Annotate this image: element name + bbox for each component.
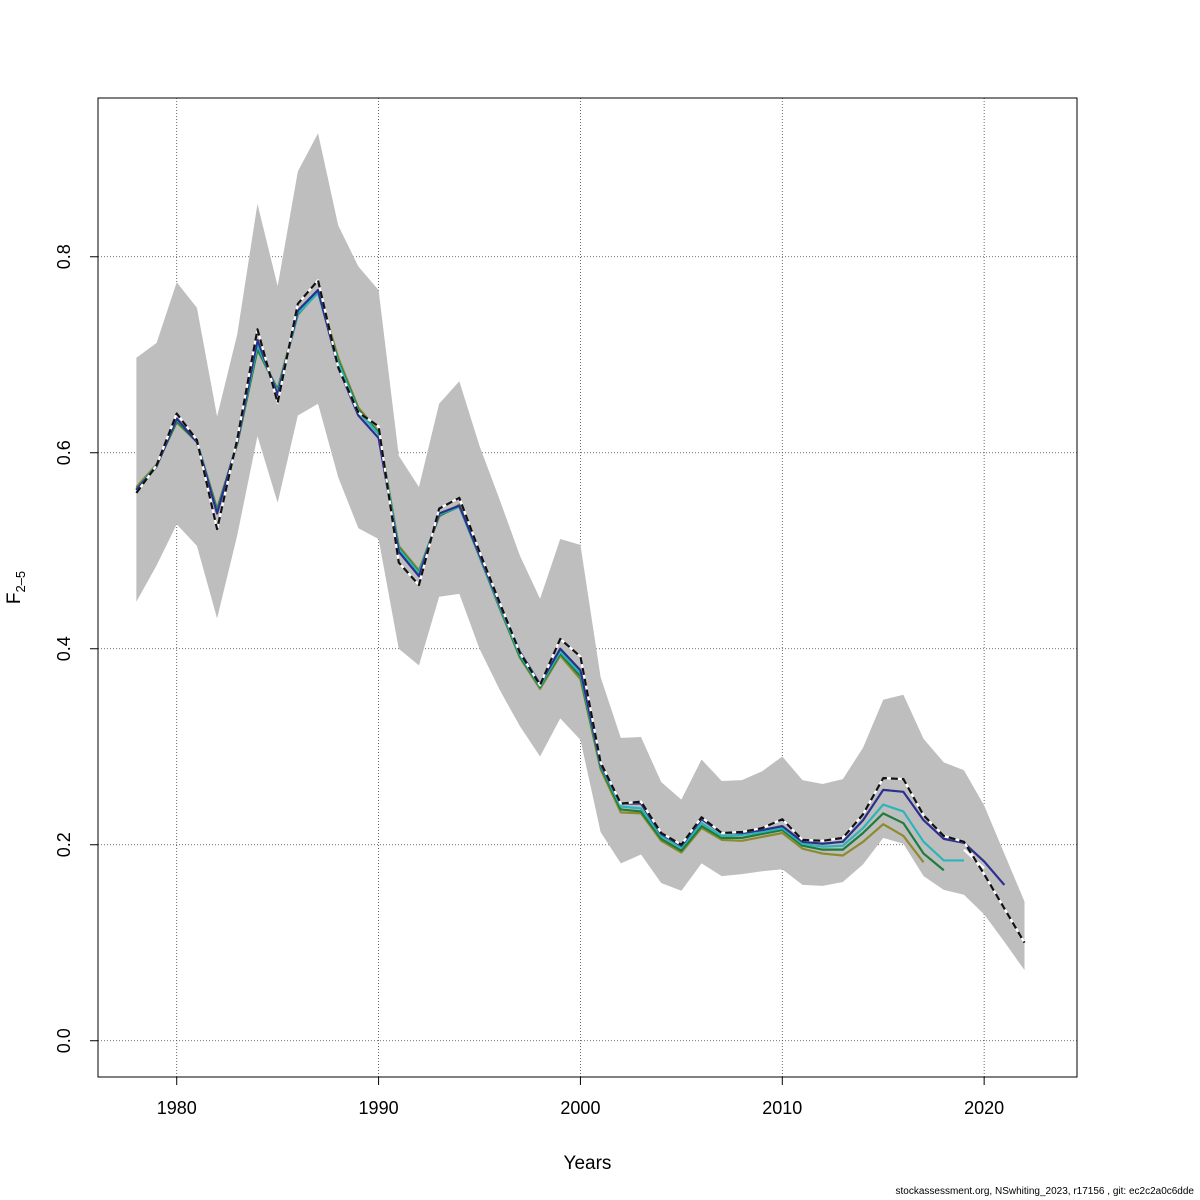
y-tick-label: 0.0 bbox=[54, 1028, 74, 1053]
confidence-band-area bbox=[136, 133, 1025, 971]
y-axis-title-subscript: 2–5 bbox=[13, 571, 28, 593]
x-tick-label: 2010 bbox=[762, 1098, 802, 1118]
x-tick-label: 2000 bbox=[560, 1098, 600, 1118]
x-axis: 1980 1990 2000 2010 2020 bbox=[157, 1077, 1004, 1118]
confidence-band bbox=[136, 133, 1025, 971]
y-tick-label: 0.2 bbox=[54, 832, 74, 857]
x-tick-label: 1980 bbox=[157, 1098, 197, 1118]
y-axis-title: F2–5 bbox=[4, 571, 28, 604]
y-tick-label: 0.4 bbox=[54, 636, 74, 661]
y-tick-label: 0.8 bbox=[54, 244, 74, 269]
footer-credit: stockassessment.org, NSwhiting_2023, r17… bbox=[895, 1186, 1194, 1197]
y-axis-title-main: F bbox=[4, 593, 25, 605]
series-lines bbox=[135, 279, 1026, 944]
x-axis-title: Years bbox=[564, 1153, 612, 1174]
y-tick-label: 0.6 bbox=[54, 440, 74, 465]
grid-lines bbox=[98, 98, 1077, 1077]
series-line-2022 bbox=[135, 279, 1026, 944]
y-axis: 0.0 0.2 0.4 0.6 0.8 bbox=[54, 244, 98, 1053]
x-tick-label: 1990 bbox=[359, 1098, 399, 1118]
plot-frame bbox=[97, 97, 1078, 1078]
x-tick-label: 2020 bbox=[964, 1098, 1004, 1118]
